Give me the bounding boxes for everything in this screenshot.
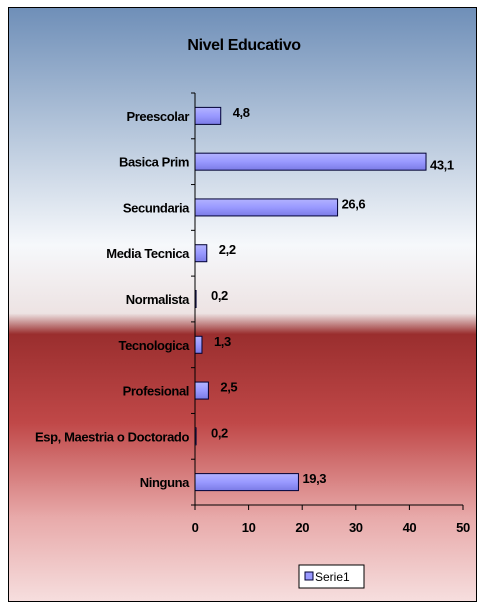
category-labels: Preescolar Basica Prim Secundaria Media Tec… xyxy=(35,109,191,490)
x-tick-label: 50 xyxy=(456,520,470,535)
x-tick-label: 40 xyxy=(403,520,417,535)
data-label: 2,5 xyxy=(220,380,237,395)
bar-chart: Nivel Educativo Preescolar Basica Prim Sec… xyxy=(9,8,476,601)
data-label: 26,6 xyxy=(342,196,366,211)
value-labels: 4,8 43,1 26,6 2,2 0,2 1,3 2,5 0,2 19,3 xyxy=(211,105,454,486)
x-tick-label: 30 xyxy=(349,520,363,535)
data-label: 4,8 xyxy=(233,105,250,120)
chart-title: Nivel Educativo xyxy=(187,37,301,54)
legend-label: Serie1 xyxy=(315,570,350,584)
x-tick-label: 10 xyxy=(242,520,256,535)
legend-box xyxy=(298,564,365,589)
data-label: 43,1 xyxy=(430,158,454,173)
legend[interactable]: Serie1 xyxy=(298,564,365,589)
legend-swatch xyxy=(304,571,314,581)
x-tick-label: 0 xyxy=(192,520,199,535)
data-label: 19,3 xyxy=(302,471,326,486)
category-label: Basica Prim xyxy=(119,155,189,170)
category-label: Secundaria xyxy=(123,200,190,215)
bar[interactable] xyxy=(194,335,203,354)
bar[interactable] xyxy=(194,198,339,217)
x-tick-label: 20 xyxy=(295,520,309,535)
bar[interactable] xyxy=(194,244,208,263)
bar[interactable] xyxy=(194,381,209,400)
data-label: 0,2 xyxy=(211,425,228,440)
bar[interactable] xyxy=(194,473,299,492)
category-label: Preescolar xyxy=(127,109,190,124)
category-label: Ninguna xyxy=(140,475,190,490)
category-label: Esp, Maestria o Doctorado xyxy=(35,429,189,444)
category-label: Normalista xyxy=(126,292,190,307)
bar[interactable] xyxy=(194,106,222,125)
chart-background xyxy=(9,8,476,601)
data-label: 2,2 xyxy=(219,242,236,257)
data-label: 0,2 xyxy=(211,288,228,303)
category-label: Tecnologica xyxy=(119,338,191,353)
chart-frame: Nivel Educativo Preescolar Basica Prim Sec… xyxy=(8,7,477,602)
x-ticks: 0 10 20 30 40 50 xyxy=(192,505,470,535)
bar[interactable] xyxy=(194,152,427,171)
data-label: 1,3 xyxy=(214,334,231,349)
category-label: Media Tecnica xyxy=(106,246,190,261)
category-label: Profesional xyxy=(123,384,189,399)
